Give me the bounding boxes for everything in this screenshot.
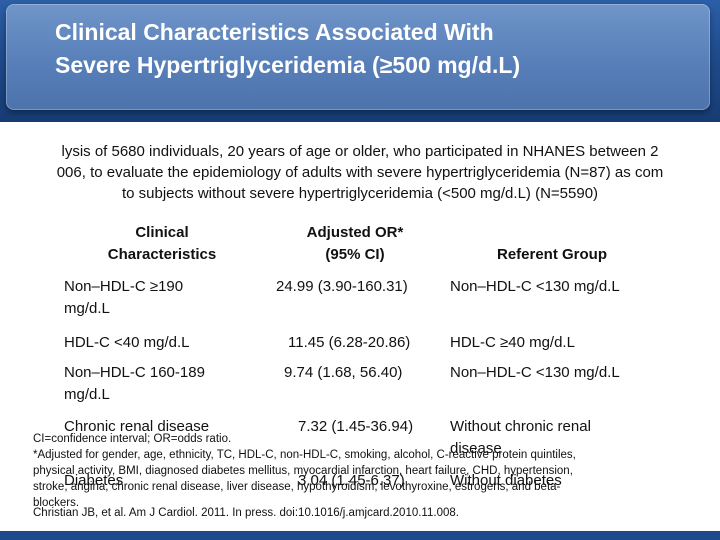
row-2-characteristic: HDL-C <40 mg/d.L: [64, 334, 190, 351]
citation: Christian JB, et al. Am J Cardiol. 2011.…: [33, 507, 459, 519]
row-4-characteristic: Chronic renal disease: [64, 418, 210, 435]
row-1-characteristic-line-1: Non–HDL-C ≥190: [64, 278, 184, 295]
row-2-referent: HDL-C ≥40 mg/d.L: [450, 334, 575, 351]
title-panel: Clinical Characteristics Associated With…: [6, 4, 710, 110]
header-col2-line-1: Adjusted OR*: [306, 224, 404, 241]
footnote-adjusted: *Adjusted for gender, age, ethnicity, TC…: [33, 447, 703, 511]
row-4-referent-line-1: Without chronic renal: [450, 418, 591, 435]
header-clinical-characteristics: Clinical Characteristics: [64, 222, 260, 266]
header-col1-line-2: Characteristics: [107, 246, 217, 263]
header-col2-line-2: (95% CI): [325, 246, 385, 263]
row-4-referent-line-2: disease: [450, 440, 502, 457]
footnote-adjusted-line-4: blockers.: [33, 497, 80, 509]
row-5-odds-ratio: 3.04 (1.45-6.37): [298, 472, 405, 489]
row-3-characteristic: Non–HDL-C 160-189 mg/d.L: [64, 362, 264, 406]
slide-title-line-1: Clinical Characteristics Associated With: [55, 19, 494, 45]
row-1-referent: Non–HDL-C <130 mg/d.L: [450, 278, 620, 295]
bottom-bar: [0, 531, 720, 540]
row-2-odds-ratio: 11.45 (6.28-20.86): [288, 334, 411, 351]
row-5-characteristic: Diabetes: [64, 472, 124, 489]
row-4-referent: Without chronic renal disease: [450, 416, 591, 460]
intro-line-1: lysis of 5680 individuals, 20 years of a…: [61, 143, 659, 160]
footnote-adjusted-line-2: physical activity, BMI, diagnosed diabet…: [33, 465, 573, 477]
row-3-characteristic-line-1: Non–HDL-C 160-189: [64, 364, 205, 381]
header-adjusted-or: Adjusted OR* (95% CI): [270, 222, 440, 266]
intro-paragraph: lysis of 5680 individuals, 20 years of a…: [0, 141, 720, 204]
row-1-characteristic-line-2: mg/d.L: [64, 300, 110, 317]
header-col1-line-1: Clinical: [135, 224, 189, 241]
row-1-odds-ratio: 24.99 (3.90-160.31): [276, 278, 408, 295]
row-1-characteristic: Non–HDL-C ≥190 mg/d.L: [64, 276, 264, 320]
title-bar: Clinical Characteristics Associated With…: [0, 0, 720, 122]
row-3-characteristic-line-2: mg/d.L: [64, 386, 110, 403]
intro-line-3: to subjects without severe hypertriglyce…: [121, 185, 599, 202]
row-5-referent: Without diabetes: [450, 472, 562, 489]
row-4-odds-ratio: 7.32 (1.45-36.94): [298, 418, 414, 435]
row-3-odds-ratio: 9.74 (1.68, 56.40): [284, 364, 403, 381]
footnote-adjusted-line-1: *Adjusted for gender, age, ethnicity, TC…: [33, 449, 576, 461]
intro-line-2: 006, to evaluate the epidemiology of adu…: [56, 164, 664, 181]
row-3-referent: Non–HDL-C <130 mg/d.L: [450, 364, 620, 381]
footnote-adjusted-line-3: stroke, angina, chronic renal disease, l…: [33, 481, 561, 493]
footnote-abbreviations: CI=confidence interval; OR=odds ratio.: [33, 433, 232, 445]
header-referent-group: Referent Group: [496, 246, 607, 263]
slide-title: Clinical Characteristics Associated With…: [55, 16, 695, 82]
slide-title-line-2: Severe Hypertriglyceridemia (≥500 mg/d.L…: [55, 52, 521, 78]
